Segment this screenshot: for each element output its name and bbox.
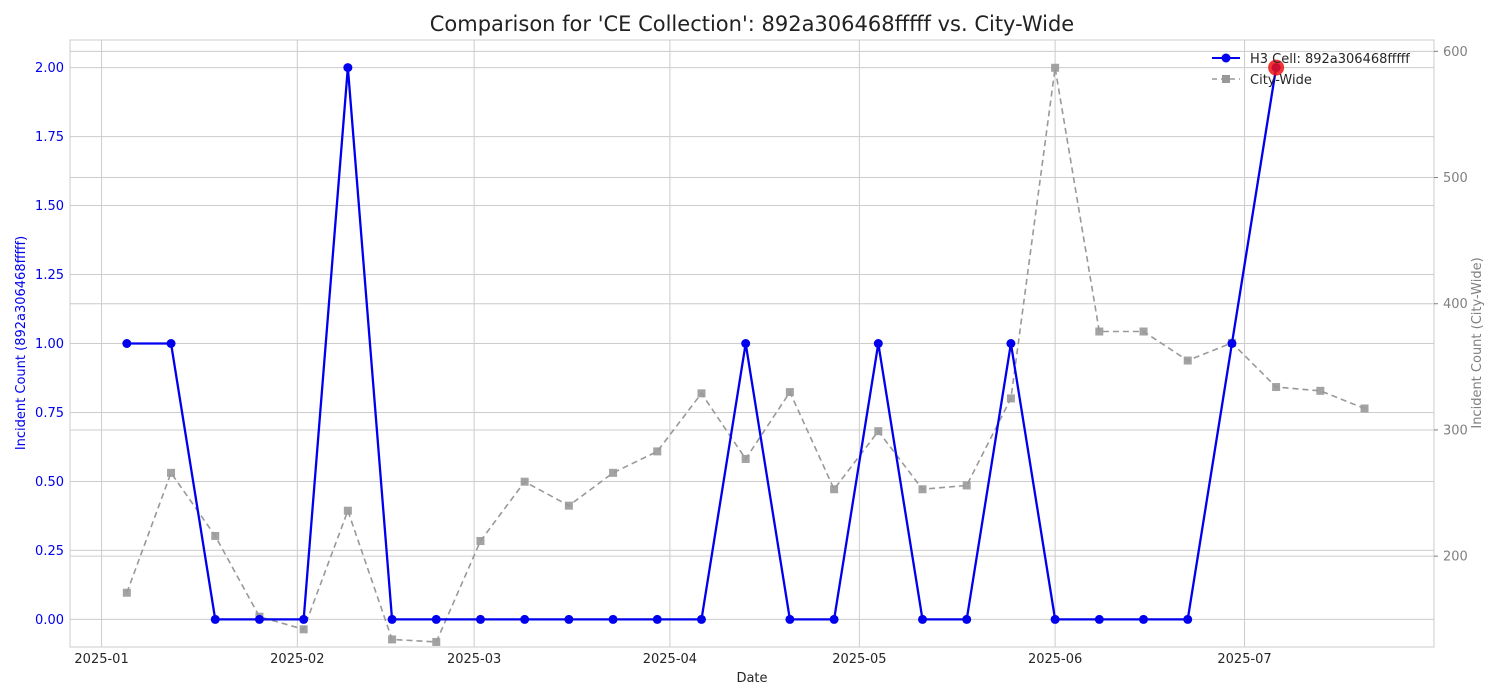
legend: H3 Cell: 892a306468fffff City-Wide	[1212, 52, 1410, 88]
legend-cell-label: H3 Cell: 892a306468fffff	[1250, 52, 1410, 67]
data-point-city-wide	[520, 477, 529, 486]
left-y-axis-label: Incident Count (892a306468fffff)	[14, 236, 29, 450]
data-point-h3-cell	[918, 614, 927, 624]
data-point-city-wide	[388, 635, 397, 644]
data-point-city-wide	[785, 388, 794, 397]
right-y-tick-label: 200	[1443, 550, 1468, 565]
data-point-city-wide	[830, 485, 839, 494]
data-point-city-wide	[741, 454, 750, 463]
data-point-city-wide	[476, 536, 485, 545]
data-point-city-wide	[1139, 327, 1148, 336]
left-y-tick-label: 0.25	[35, 544, 64, 559]
data-point-city-wide	[122, 588, 131, 597]
data-point-h3-cell	[1183, 614, 1193, 624]
x-tick-label: 2025-03	[447, 652, 501, 667]
data-point-h3-cell	[299, 614, 309, 624]
x-tick-label: 2025-01	[74, 652, 128, 667]
data-point-h3-cell	[520, 614, 530, 624]
data-point-h3-cell	[608, 614, 618, 624]
left-y-tick-label: 1.00	[35, 337, 64, 352]
data-point-h3-cell	[1094, 614, 1104, 624]
data-point-h3-cell	[166, 339, 176, 348]
x-tick-label: 2025-04	[643, 652, 697, 667]
data-point-h3-cell	[696, 614, 706, 624]
x-tick-label: 2025-02	[270, 652, 324, 667]
data-point-h3-cell	[210, 614, 220, 624]
data-point-h3-cell	[962, 614, 972, 624]
data-point-h3-cell	[475, 614, 485, 624]
data-point-city-wide	[1051, 63, 1060, 72]
data-point-city-wide	[211, 531, 220, 540]
data-point-h3-cell	[254, 614, 264, 624]
data-point-city-wide	[697, 389, 706, 398]
data-point-h3-cell	[343, 63, 353, 73]
series-layer	[122, 59, 1369, 646]
data-point-city-wide	[343, 506, 352, 515]
right-y-tick-label: 500	[1443, 171, 1468, 186]
left-y-tick-label: 1.50	[35, 199, 64, 214]
data-point-city-wide	[918, 485, 927, 494]
data-point-h3-cell	[873, 339, 883, 348]
data-point-h3-cell	[431, 614, 441, 624]
legend-cell-marker	[1221, 53, 1231, 63]
x-tick-label: 2025-05	[832, 652, 886, 667]
data-point-city-wide	[432, 637, 441, 646]
data-point-h3-cell	[1227, 339, 1237, 348]
left-y-tick-label: 0.50	[35, 475, 64, 490]
data-point-h3-cell	[122, 339, 132, 348]
data-point-city-wide	[1006, 394, 1015, 403]
data-point-city-wide	[167, 468, 176, 477]
x-tick-label: 2025-06	[1028, 652, 1082, 667]
left-y-tick-label: 0.00	[35, 613, 64, 628]
data-point-h3-cell	[829, 614, 839, 624]
data-point-city-wide	[962, 481, 971, 490]
right-y-axis-label: Incident Count (City-Wide)	[1470, 257, 1485, 428]
left-y-axis: 0.00 0.25 0.50 0.75 1.00 1.25 1.50 1.75 2.00	[35, 40, 71, 647]
data-point-h3-cell	[387, 614, 397, 624]
x-tick-label: 2025-07	[1217, 652, 1271, 667]
legend-city-label: City-Wide	[1250, 73, 1312, 88]
right-y-tick-label: 300	[1443, 423, 1468, 438]
data-point-city-wide	[609, 468, 618, 477]
left-y-tick-label: 1.25	[35, 268, 64, 283]
right-y-tick-label: 400	[1443, 297, 1468, 312]
data-point-h3-cell	[1006, 339, 1016, 348]
highlight-point	[1268, 59, 1285, 76]
data-point-h3-cell	[652, 614, 662, 624]
data-point-city-wide	[874, 427, 883, 436]
legend-city-marker	[1222, 75, 1230, 83]
data-point-city-wide	[1316, 386, 1325, 395]
left-y-tick-label: 0.75	[35, 406, 64, 421]
data-point-city-wide	[1272, 383, 1281, 392]
data-point-h3-cell	[741, 339, 751, 348]
data-point-city-wide	[1095, 327, 1104, 336]
x-axis: 2025-01 2025-02 2025-03 2025-04 2025-05 2025-…	[74, 652, 1271, 667]
data-point-city-wide	[653, 447, 662, 456]
data-point-city-wide	[564, 501, 573, 510]
data-point-city-wide	[1360, 404, 1369, 413]
x-axis-label: Date	[736, 671, 767, 686]
chart-title: Comparison for 'CE Collection': 892a3064…	[430, 12, 1074, 36]
left-y-tick-label: 1.75	[35, 130, 64, 145]
right-y-tick-label: 600	[1443, 45, 1468, 60]
data-point-h3-cell	[1139, 614, 1149, 624]
data-point-city-wide	[1183, 356, 1192, 365]
data-point-h3-cell	[1050, 614, 1060, 624]
data-point-h3-cell	[564, 614, 574, 624]
data-point-city-wide	[299, 625, 308, 634]
left-y-tick-label: 2.00	[35, 61, 64, 76]
grid-lines	[70, 40, 1434, 647]
data-point-h3-cell	[785, 614, 795, 624]
right-y-axis: 200 300 400 500 600	[1434, 45, 1468, 565]
